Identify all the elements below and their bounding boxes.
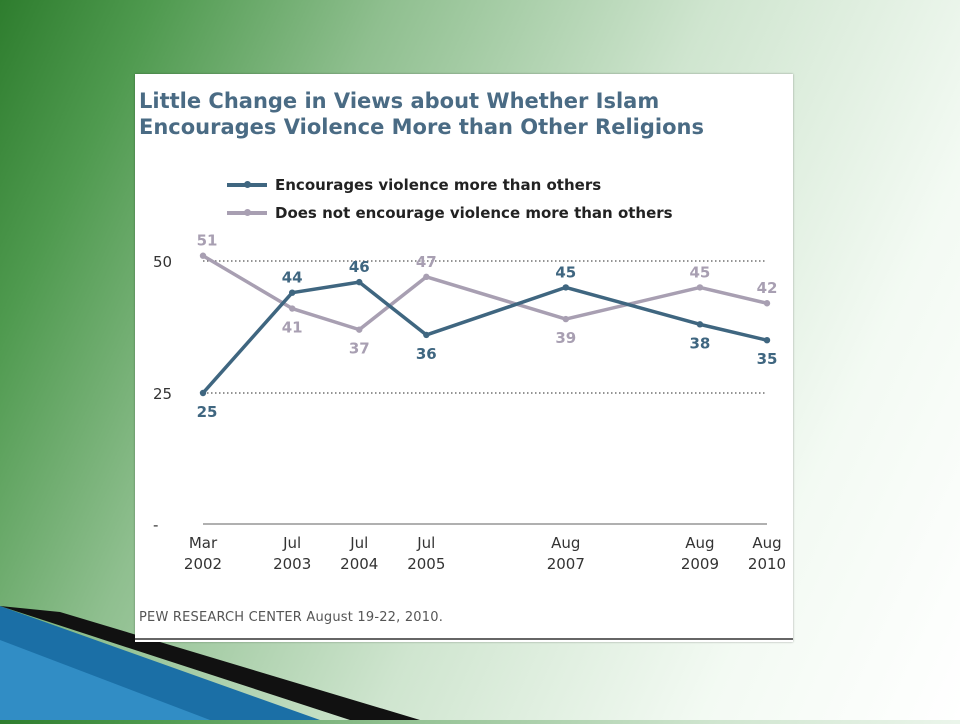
x-tick-label-2-line-1: Jul (349, 534, 368, 552)
x-tick-label-5-line-1: Aug (685, 534, 714, 552)
series-2-data-label-6: 42 (757, 279, 778, 297)
series-1-data-label-0: 25 (197, 403, 218, 421)
legend-item-series-1: Encourages violence more than others (227, 171, 673, 199)
series-1-point-0 (199, 389, 207, 397)
series-1-point-6 (763, 337, 771, 344)
x-tick-label-3-line-2: 2005 (407, 555, 445, 573)
series-2-point-6 (763, 300, 771, 307)
series-2-point-1 (288, 305, 296, 312)
series-2-point-3 (423, 273, 430, 281)
y-tick-label-0: 50 (153, 253, 172, 271)
series-1-data-label-3: 36 (416, 345, 437, 363)
chart-card: Little Change in Views about Whether Isl… (135, 74, 793, 642)
series-2-data-label-1: 41 (282, 319, 303, 337)
chart-title-line-1: Little Change in Views about Whether Isl… (139, 89, 660, 113)
legend-label-series-2: Does not encourage violence more than ot… (275, 204, 673, 222)
series-1-point-2 (356, 278, 363, 286)
x-tick-label-6-line-2: 2010 (748, 555, 786, 573)
chart-title-line-2: Encourages Violence More than Other Reli… (139, 115, 704, 139)
legend-item-series-2: Does not encourage violence more than ot… (227, 199, 673, 227)
x-tick-label-2-line-2: 2004 (340, 555, 378, 573)
series-1-data-label-2: 46 (349, 258, 370, 276)
x-tick-label-0-line-1: Mar (189, 534, 218, 552)
series-1-point-5 (696, 321, 704, 328)
source-note: PEW RESEARCH CENTER August 19-22, 2010. (139, 610, 444, 625)
decor-black-swoosh (0, 606, 420, 720)
legend-swatch-series-1 (227, 181, 267, 188)
chart-legend: Encourages violence more than others Doe… (227, 171, 673, 227)
legend-label-series-1: Encourages violence more than others (275, 176, 602, 194)
series-1-line (201, 280, 768, 395)
x-tick-label-6-line-1: Aug (752, 534, 781, 552)
x-tick-label-4-line-2: 2007 (547, 555, 585, 573)
decor-light-blue-wedge (0, 640, 210, 720)
x-tick-label-3-line-1: Jul (416, 534, 435, 552)
series-2-data-label-3: 47 (416, 253, 437, 271)
chart-title: Little Change in Views about Whether Isl… (139, 88, 789, 140)
series-1-point-4 (562, 284, 570, 291)
series-2-data-label-2: 37 (349, 340, 370, 358)
series-2-point-0 (199, 252, 207, 259)
legend-swatch-series-2 (227, 209, 267, 216)
card-bottom-rule (135, 638, 793, 640)
series-2-data-label-4: 39 (555, 329, 576, 347)
y-tick-label-2: - (153, 516, 158, 534)
series-2-data-label-5: 45 (689, 263, 710, 281)
series-1-data-label-4: 45 (555, 263, 576, 281)
y-tick-label-1: 25 (153, 385, 172, 403)
x-tick-label-4-line-1: Aug (551, 534, 580, 552)
series-1-point-1 (288, 289, 296, 296)
series-2-data-label-0: 51 (197, 232, 218, 250)
series-1-data-label-6: 35 (757, 350, 778, 368)
x-tick-label-5-line-2: 2009 (681, 555, 719, 573)
x-tick-label-1-line-2: 2003 (273, 555, 311, 573)
series-1-data-label-1: 44 (282, 269, 303, 287)
x-tick-label-0-line-2: 2002 (184, 555, 222, 573)
line-chart: 50 25 - Mar 2002 Jul 2003 Jul 2004 Jul 2005 Aug 2007… (153, 232, 786, 573)
series-1-point-3 (423, 331, 430, 339)
series-2-point-2 (356, 326, 363, 333)
x-tick-label-1-line-1: Jul (282, 534, 301, 552)
series-2-point-4 (562, 315, 570, 323)
series-1-data-label-5: 38 (689, 334, 710, 352)
series-2-point-5 (696, 284, 704, 291)
